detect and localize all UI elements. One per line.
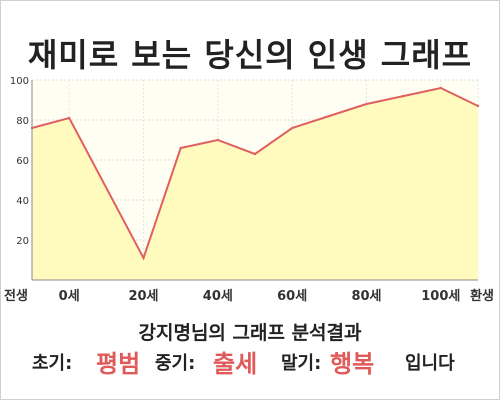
chart-title: 재미로 보는 당신의 인생 그래프 bbox=[27, 36, 473, 74]
x-tick-label: 40세 bbox=[203, 289, 233, 304]
y-tick-label: 80 bbox=[16, 116, 29, 127]
late-value: 행복 bbox=[330, 350, 375, 378]
y-tick-label: 100 bbox=[10, 76, 29, 87]
mid-value: 출세 bbox=[213, 350, 258, 378]
data-point bbox=[439, 86, 443, 90]
area-layer bbox=[30, 86, 480, 280]
data-point bbox=[253, 152, 257, 156]
x-tick-label: 80세 bbox=[351, 289, 381, 304]
late-label: 말기: bbox=[281, 353, 322, 374]
result-suffix: 입니다 bbox=[405, 353, 455, 374]
y-axis: 20 40 60 80 100 bbox=[10, 76, 33, 280]
x-tick-label: 전생 bbox=[4, 288, 28, 304]
series-area bbox=[32, 88, 478, 280]
early-label: 초기: bbox=[32, 353, 73, 374]
mid-label: 중기: bbox=[155, 353, 196, 374]
data-point bbox=[365, 102, 368, 106]
result-summary: 초기: 평범 중기: 출세 말기: 행복 입니다 bbox=[0, 344, 500, 384]
data-point bbox=[179, 146, 182, 150]
x-tick-label: 20세 bbox=[128, 289, 158, 304]
early-value: 평범 bbox=[96, 350, 141, 378]
y-tick-label: 20 bbox=[16, 236, 29, 247]
data-point bbox=[476, 104, 480, 108]
data-point bbox=[328, 114, 331, 118]
data-point bbox=[67, 116, 71, 120]
data-point bbox=[142, 256, 145, 260]
data-point bbox=[402, 94, 405, 98]
x-tick-label: 0세 bbox=[59, 289, 80, 304]
x-tick-label: 60세 bbox=[277, 289, 307, 304]
x-axis: 전생 0세 20세 40세 60세 80세 100세 환생 bbox=[4, 279, 494, 304]
y-tick-label: 40 bbox=[16, 196, 29, 207]
data-point bbox=[216, 138, 220, 142]
data-point bbox=[290, 126, 294, 130]
x-tick-label: 환생 bbox=[470, 288, 494, 304]
x-tick-label: 100세 bbox=[421, 289, 460, 304]
y-tick-label: 60 bbox=[16, 156, 29, 167]
series-line bbox=[31, 86, 479, 261]
analysis-subtitle: 강지명님의 그래프 분석결과 bbox=[138, 322, 362, 344]
